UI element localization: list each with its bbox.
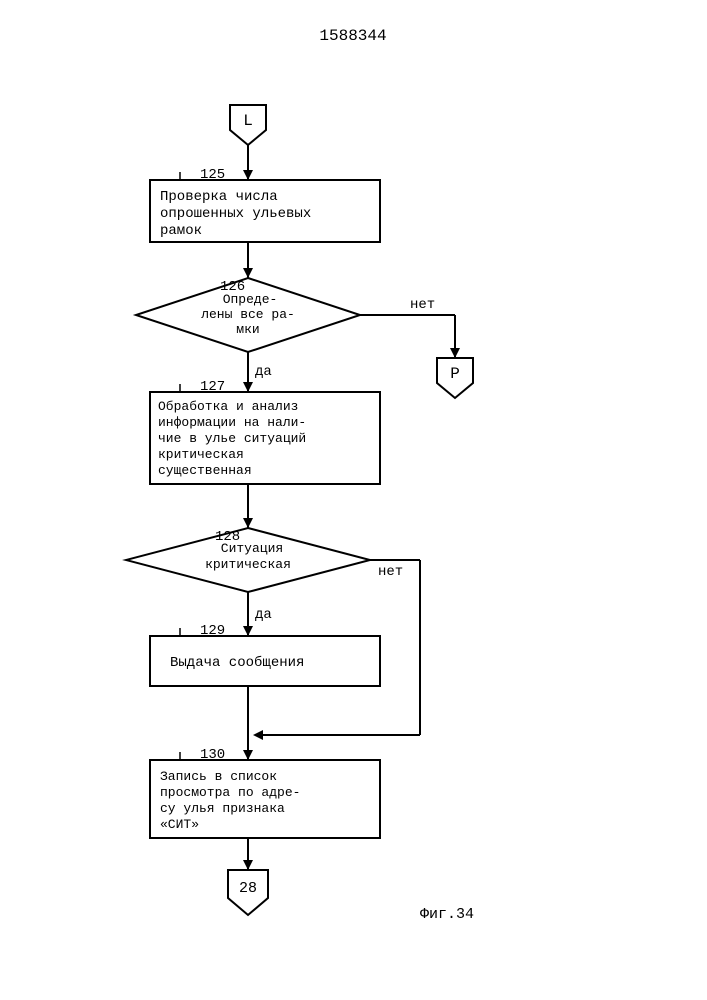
process-127-line4: критическая xyxy=(158,447,244,462)
process-129-line1: Выдача сообщения xyxy=(170,654,304,671)
arrow-128-yes: да xyxy=(243,592,272,636)
decision-126-line2: лены все ра- xyxy=(201,307,295,322)
process-125-line2: опрошенных ульевых xyxy=(160,206,311,222)
decision-126-line1: Опреде- xyxy=(223,292,278,307)
process-127-line2: информации на нали- xyxy=(158,415,306,430)
process-130-line2: просмотра по адре- xyxy=(160,785,300,800)
figure-label: Фиг.34 xyxy=(420,906,474,923)
decision-128: 128 Ситуация критическая xyxy=(126,528,370,592)
process-130-line4: «СИТ» xyxy=(160,817,199,832)
page-number: 1588344 xyxy=(319,27,386,45)
decision-126-line3: мки xyxy=(236,322,259,337)
node-id-125: 125 xyxy=(200,167,225,183)
decision-128-line1: Ситуация xyxy=(221,541,283,556)
process-130-line3: су улья признака xyxy=(160,801,285,816)
arrow-126-yes: да xyxy=(243,352,272,392)
arrow-128-no: нет xyxy=(260,560,420,735)
label-yes-126: да xyxy=(255,364,272,380)
node-id-129: 129 xyxy=(200,623,225,639)
process-130-line1: Запись в список xyxy=(160,769,277,784)
decision-126: 126 Опреде- лены все ра- мки xyxy=(136,278,360,352)
process-125: 125 Проверка числа опрошенных ульевых ра… xyxy=(150,167,380,242)
arrow-126-no: нет xyxy=(360,297,460,358)
process-130: 130 Запись в список просмотра по адре- с… xyxy=(150,747,380,838)
connector-P-label: P xyxy=(450,365,460,383)
connector-bottom-28: 28 xyxy=(228,870,268,915)
process-127-line1: Обработка и анализ xyxy=(158,399,298,414)
process-127-line5: существенная xyxy=(158,463,252,478)
node-id-127: 127 xyxy=(200,379,225,395)
process-125-line3: рамок xyxy=(160,223,202,239)
process-129: 129 Выдача сообщения xyxy=(150,623,380,686)
arrow-129-130 xyxy=(243,686,263,760)
arrow-L-125 xyxy=(243,145,253,180)
node-id-130: 130 xyxy=(200,747,225,763)
process-127-line3: чие в улье ситуаций xyxy=(158,431,306,446)
process-125-line1: Проверка числа xyxy=(160,189,278,205)
decision-128-line2: критическая xyxy=(205,557,291,572)
process-127: 127 Обработка и анализ информации на нал… xyxy=(150,379,380,484)
arrow-130-28 xyxy=(243,838,253,870)
label-yes-128: да xyxy=(255,607,272,623)
connector-top-L: L xyxy=(230,105,266,145)
connector-28-label: 28 xyxy=(239,880,257,897)
arrow-127-128 xyxy=(243,484,253,528)
label-no-128: нет xyxy=(378,564,403,580)
label-no-126: нет xyxy=(410,297,435,313)
connector-P: P xyxy=(437,358,473,398)
arrow-125-126 xyxy=(243,242,253,278)
connector-label: L xyxy=(243,112,253,130)
